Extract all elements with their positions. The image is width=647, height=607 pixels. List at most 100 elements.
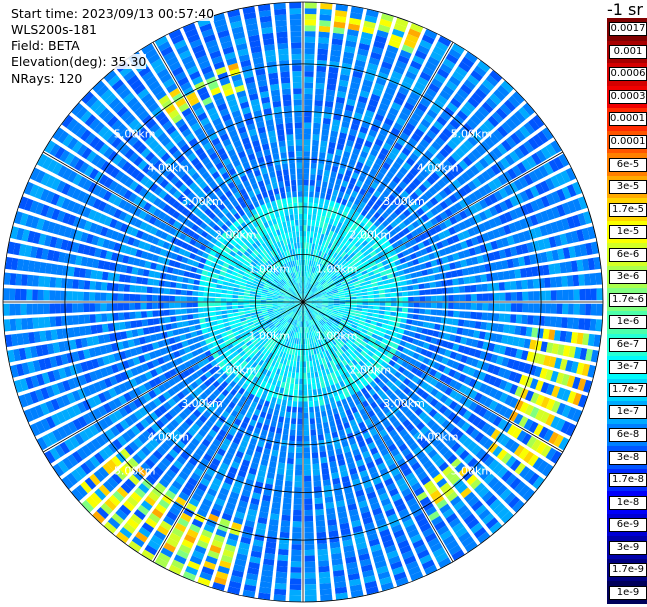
range-gate [72, 291, 78, 301]
range-gate [543, 237, 551, 249]
range-gate [399, 132, 410, 142]
range-gate [239, 464, 249, 473]
range-gate [128, 474, 140, 486]
range-gate [426, 329, 434, 336]
range-gate [542, 328, 550, 340]
range-gate [341, 475, 350, 483]
range-gate [209, 311, 216, 317]
range-gate [112, 490, 125, 503]
range-gate [305, 302, 311, 304]
range-gate [358, 367, 366, 375]
range-gate [83, 291, 90, 301]
range-gate [375, 397, 383, 406]
range-gate [458, 159, 469, 171]
range-gate [359, 266, 366, 272]
range-gate [416, 436, 427, 446]
range-gate [324, 337, 329, 344]
range-gate [325, 229, 330, 236]
range-gate [304, 296, 310, 301]
range-gate [195, 377, 203, 386]
range-gate [56, 411, 66, 424]
range-gate [514, 269, 522, 279]
range-gate [341, 260, 347, 266]
range-gate [298, 390, 303, 396]
range-gate [359, 470, 369, 478]
range-gate [215, 528, 227, 538]
range-gate [341, 198, 348, 206]
range-gate [140, 446, 151, 457]
range-gate [273, 409, 280, 416]
range-gate [310, 278, 314, 285]
range-gate [67, 266, 75, 277]
range-gate [292, 532, 302, 539]
range-gate [377, 365, 385, 372]
range-gate [581, 227, 590, 241]
range-gate [379, 298, 386, 302]
range-gate [327, 147, 335, 155]
range-gate [348, 283, 355, 287]
range-gate [496, 449, 508, 461]
range-gate [339, 258, 345, 264]
range-gate [319, 399, 325, 406]
range-gate [509, 384, 519, 395]
range-gate [432, 330, 440, 338]
range-gate [288, 342, 292, 349]
range-gate [354, 241, 361, 248]
range-gate [362, 260, 370, 267]
range-gate [504, 154, 515, 166]
range-gate [395, 534, 408, 544]
range-gate [324, 285, 330, 290]
range-gate [196, 508, 208, 518]
range-gate [361, 288, 368, 293]
range-gate [97, 334, 105, 344]
range-gate [249, 419, 257, 427]
range-gate [164, 453, 175, 463]
range-gate [193, 279, 200, 285]
range-gate [314, 336, 318, 343]
range-gate [224, 543, 236, 553]
range-gate [240, 536, 252, 545]
range-gate [463, 453, 474, 465]
range-gate [255, 294, 262, 298]
range-gate [407, 528, 420, 539]
range-gate [253, 408, 261, 416]
range-gate [272, 367, 278, 374]
range-gate [322, 117, 331, 125]
range-gate [329, 333, 335, 340]
range-gate [481, 232, 490, 242]
range-gate [174, 302, 181, 308]
range-gate [278, 317, 284, 322]
range-gate [374, 560, 387, 569]
range-gate [295, 300, 301, 302]
range-gate [312, 208, 318, 215]
range-gate [385, 329, 392, 336]
range-gate [212, 352, 220, 359]
range-gate [304, 296, 309, 301]
range-gate [380, 13, 394, 22]
range-gate [498, 345, 507, 355]
range-gate [304, 128, 311, 135]
range-gate [399, 428, 408, 438]
range-gate [476, 419, 487, 430]
range-gate [345, 299, 352, 302]
range-gate [204, 493, 215, 502]
range-gate [294, 384, 299, 390]
range-gate [362, 232, 369, 240]
range-gate [331, 552, 342, 560]
range-gate [444, 246, 452, 255]
range-gate [378, 402, 387, 410]
range-gate [385, 268, 392, 275]
range-gate [590, 349, 599, 363]
range-gate [452, 252, 460, 261]
range-gate [155, 482, 167, 493]
range-gate [155, 419, 165, 429]
range-gate [322, 123, 330, 131]
range-gate [4, 319, 11, 332]
range-gate [282, 352, 287, 359]
range-gate [260, 304, 267, 307]
range-gate [226, 302, 233, 306]
range-gate [473, 330, 481, 339]
range-gate [293, 360, 297, 367]
range-gate [538, 165, 549, 178]
range-gate [395, 410, 404, 419]
